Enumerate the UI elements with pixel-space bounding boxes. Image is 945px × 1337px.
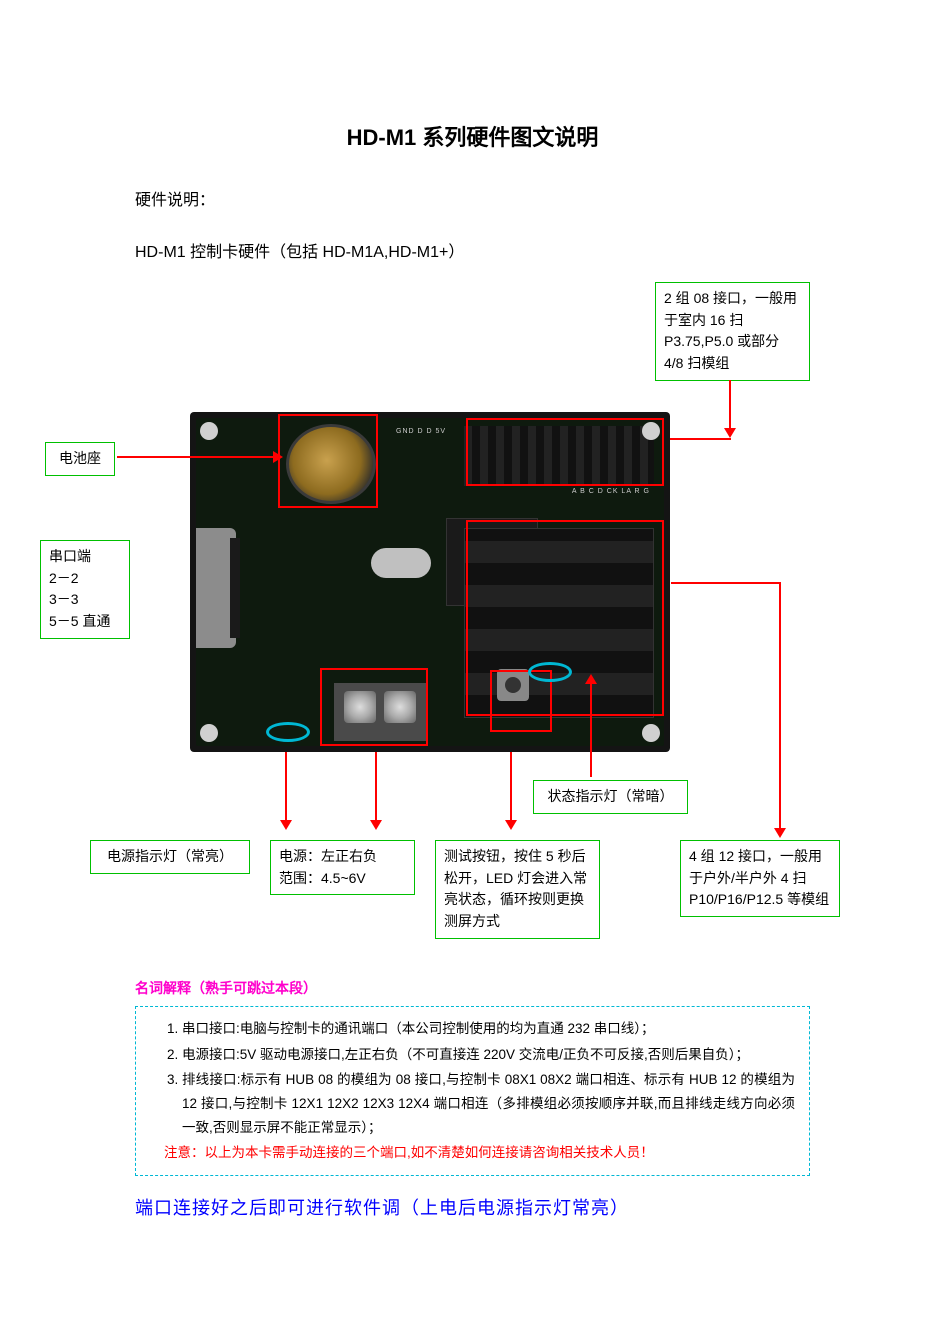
callout-battery: 电池座 <box>45 442 115 476</box>
silkscreen-text: A B C D CK LA R G <box>572 488 650 495</box>
glossary-item: 电源接口:5V 驱动电源接口,左正右负（不可直接连 220V 交流电/正负不可反… <box>182 1043 795 1067</box>
arrow-line <box>671 582 781 584</box>
serial-header-label: 串口端 <box>49 546 121 568</box>
callout-08-interface: 2 组 08 接口，一般用于室内 16 扫 P3.75,P5.0 或部分 4/8… <box>655 282 810 381</box>
hardware-subtitle: HD-M1 控制卡硬件（包括 HD-M1A,HD-M1+） <box>135 238 810 262</box>
highlight-status-led <box>528 662 572 682</box>
glossary-title: 名词解释（熟手可跳过本段） <box>135 978 810 998</box>
pcb-board: GND D D 5V A B C D CK LA R G <box>190 412 670 752</box>
highlight-battery <box>278 414 378 508</box>
page-title: HD-M1 系列硬件图文说明 <box>135 120 810 152</box>
arrow-line <box>510 752 512 822</box>
callout-serial: 串口端 2－2 3－3 5－5 直通 <box>40 540 130 639</box>
highlight-08-headers <box>466 418 664 486</box>
callout-test-button: 测试按钮，按住 5 秒后松开，LED 灯会进入常亮状态，循环按则更换测屏方式 <box>435 840 600 939</box>
glossary-item: 串口接口:电脑与控制卡的通讯端口（本公司控制使用的均为直通 232 串口线）； <box>182 1017 795 1041</box>
arrow-line <box>117 456 275 458</box>
arrow-line <box>729 380 731 430</box>
highlight-power-led <box>266 722 310 742</box>
arrow-line <box>590 682 592 777</box>
arrow-head-down-icon <box>370 820 382 830</box>
arrow-head-right-icon <box>273 451 283 463</box>
callout-power: 电源：左正右负 范围：4.5~6V <box>270 840 415 895</box>
arrow-head-down-icon <box>724 428 736 438</box>
callout-power-led: 电源指示灯（常亮） <box>90 840 250 874</box>
serial-pin-line: 3－3 <box>49 589 121 611</box>
mount-hole-icon <box>200 422 218 440</box>
arrow-head-down-icon <box>505 820 517 830</box>
section-label: 硬件说明： <box>135 186 810 210</box>
arrow-line <box>285 752 287 822</box>
glossary-warning: 注意：以上为本卡需手动连接的三个端口,如不清楚如何连接请咨询相关技术人员！ <box>164 1141 795 1165</box>
arrow-head-up-icon <box>585 674 597 684</box>
serial-pin-line: 5－5 直通 <box>49 611 121 633</box>
callout-status-led: 状态指示灯（常暗） <box>533 780 688 814</box>
highlight-power <box>320 668 428 746</box>
arrow-line <box>375 752 377 822</box>
arrow-line <box>779 582 781 830</box>
mount-hole-icon <box>642 724 660 742</box>
footer-note: 端口连接好之后即可进行软件调（上电后电源指示灯常亮） <box>135 1194 810 1220</box>
callout-12-interface: 4 组 12 接口，一般用于户外/半户外 4 扫 P10/P16/P12.5 等… <box>680 840 840 917</box>
glossary-box: 串口接口:电脑与控制卡的通讯端口（本公司控制使用的均为直通 232 串口线）； … <box>135 1006 810 1176</box>
crystal-oscillator-icon <box>371 548 431 578</box>
arrow-head-down-icon <box>280 820 292 830</box>
serial-pin-line: 2－2 <box>49 568 121 590</box>
db9-serial-icon <box>196 528 236 648</box>
hardware-diagram: 2 组 08 接口，一般用于室内 16 扫 P3.75,P5.0 或部分 4/8… <box>135 282 810 972</box>
arrow-head-down-icon <box>774 828 786 838</box>
mount-hole-icon <box>200 724 218 742</box>
glossary-item: 排线接口:标示有 HUB 08 的模组为 08 接口,与控制卡 08X1 08X… <box>182 1068 795 1139</box>
silkscreen-text: GND D D 5V <box>396 428 446 435</box>
